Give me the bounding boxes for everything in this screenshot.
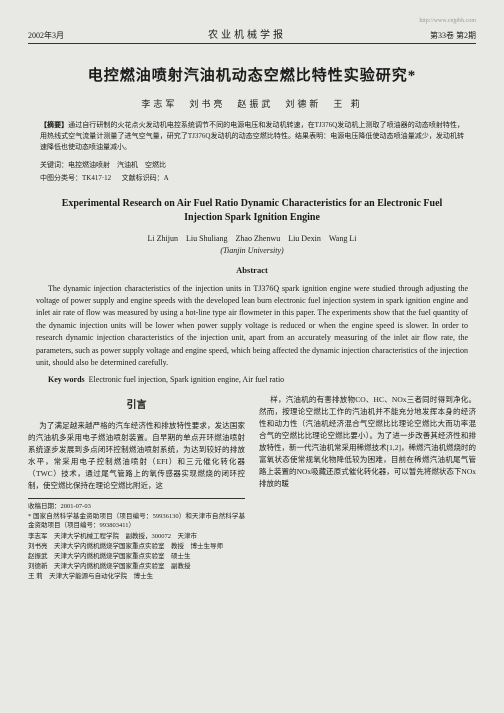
right-column: 样，汽油机的有害排放物CO、HC、NOx三者同时得到净化。然而，按理论空燃比工作… xyxy=(259,394,476,582)
footnote-author3: 赵振武 天津大学内燃机燃烧学国家重点实验室 硕士生 xyxy=(28,552,245,561)
footnote-received: 收稿日期：2001-07-03 xyxy=(28,502,245,511)
class-label: 中图分类号： xyxy=(40,174,82,182)
english-title: Experimental Research on Air Fuel Ratio … xyxy=(48,197,456,225)
abstract-label: 【摘要】 xyxy=(40,121,68,129)
chinese-title: 电控燃油喷射汽油机动态空燃比特性实验研究* xyxy=(28,64,476,85)
kw-label: 关键词： xyxy=(40,161,68,169)
section-heading: 引言 xyxy=(28,398,245,414)
pub-date: 2002年3月 xyxy=(28,30,64,41)
footnote-author4: 刘德新 天津大学内燃机燃烧学国家重点实验室 副教授 xyxy=(28,562,245,571)
chinese-classification: 中图分类号：TK417·12 文献标识码：A xyxy=(40,173,464,183)
body-columns: 引言 为了满足越来越严格的汽车经济性和排放特性要求，发达国家的汽油机多采用电子燃… xyxy=(28,394,476,582)
class-text: TK417·12 xyxy=(82,174,111,182)
footnote-author2: 刘书亮 天津大学内燃机燃烧学国家重点实验室 教授 博士生导师 xyxy=(28,542,245,551)
left-paragraph: 为了满足越来越严格的汽车经济性和排放特性要求，发达国家的汽油机多采用电子燃油喷射… xyxy=(28,420,245,492)
english-keywords: Key words Electronic fuel injection, Spa… xyxy=(36,375,468,384)
source-url: http://www.cnjpbh.com xyxy=(28,18,476,24)
footnote-author5: 王 莉 天津大学能源与自动化学院 博士生 xyxy=(28,572,245,581)
footnote-fund: * 国家自然科学基金资助项目（项目编号：59936130）和天津市自然科学基金资… xyxy=(28,512,245,530)
chinese-keywords: 关键词：电控燃油喷射 汽油机 空燃比 xyxy=(40,160,464,170)
abstract-heading: Abstract xyxy=(28,265,476,275)
issue-info: 第33卷 第2期 xyxy=(430,30,476,41)
kw-text: 电控燃油喷射 汽油机 空燃比 xyxy=(68,161,166,169)
footnotes: 收稿日期：2001-07-03 * 国家自然科学基金资助项目（项目编号：5993… xyxy=(28,498,245,581)
doc-text: A xyxy=(164,174,169,182)
header-bar: 2002年3月 农业机械学报 第33卷 第2期 xyxy=(28,26,476,44)
chinese-abstract: 【摘要】通过自行研制的火花点火发动机电控系统调节不同的电源电压和发动机转速，在T… xyxy=(40,120,464,154)
right-paragraph: 样，汽油机的有害排放物CO、HC、NOx三者同时得到净化。然而，按理论空燃比工作… xyxy=(259,394,476,490)
chinese-authors: 李志军 刘书亮 赵振武 刘德新 王 莉 xyxy=(28,97,476,110)
footnote-author1: 李志军 天津大学机械工程学院 副教授，300072 天津市 xyxy=(28,532,245,541)
en-kw-text: Electronic fuel injection, Spark ignitio… xyxy=(89,375,285,384)
english-affiliation: (Tianjin University) xyxy=(28,246,476,255)
paper-page: http://www.cnjpbh.com 2002年3月 农业机械学报 第33… xyxy=(0,0,504,713)
abstract-text: 通过自行研制的火花点火发动机电控系统调节不同的电源电压和发动机转速，在TJ376… xyxy=(40,121,464,151)
english-authors: Li Zhijun Liu Shuliang Zhao Zhenwu Liu D… xyxy=(28,233,476,244)
doc-label: 文献标识码： xyxy=(122,174,164,182)
left-column: 引言 为了满足越来越严格的汽车经济性和排放特性要求，发达国家的汽油机多采用电子燃… xyxy=(28,394,245,582)
english-abstract: The dynamic injection characteristics of… xyxy=(36,283,468,370)
en-kw-label: Key words xyxy=(48,375,85,384)
journal-name: 农业机械学报 xyxy=(208,26,286,41)
